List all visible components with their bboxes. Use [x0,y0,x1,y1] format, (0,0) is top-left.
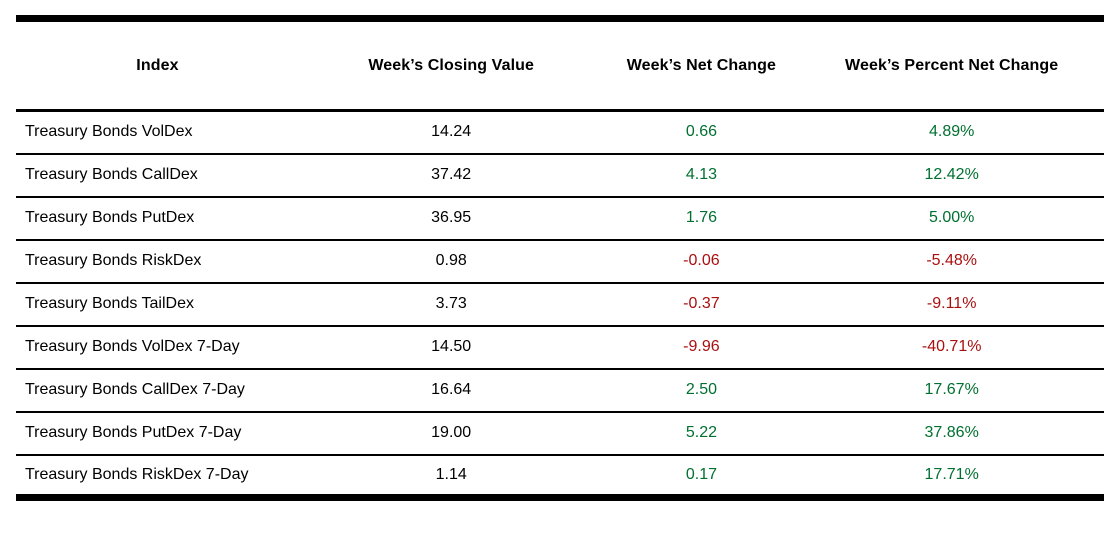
table-row: Treasury Bonds CallDex 7-Day 16.64 2.50 17.… [16,369,1104,412]
column-header-index: Index [136,56,179,74]
closing-value-cell: 37.42 [431,166,472,183]
table-row: Treasury Bonds VolDex 7-Day 14.50 -9.96 -40… [16,326,1104,369]
table-row: Treasury Bonds PutDex 36.95 1.76 5.00% [16,197,1104,240]
index-summary-table: Index Week’s Closing Value Week’s Net Ch… [16,15,1104,501]
closing-value-cell: 0.98 [435,252,467,269]
closing-value-cell: 19.00 [431,424,472,441]
percent-net-change-cell: 37.86% [924,424,979,441]
table-body: Treasury Bonds VolDex 14.24 0.66 4.89% Treas… [16,111,1104,498]
closing-value-cell: 14.24 [431,123,472,141]
net-change-cell: 2.50 [685,381,717,398]
table-row: Treasury Bonds CallDex 37.42 4.13 12.42% [16,154,1104,197]
table-row: Treasury Bonds RiskDex 0.98 -0.06 -5.48% [16,240,1104,283]
percent-net-change-cell: -40.71% [921,338,982,355]
table-row: Treasury Bonds VolDex 14.24 0.66 4.89% [16,111,1104,154]
closing-value-cell: 14.50 [431,338,472,355]
percent-net-change-cell: -9.11% [926,295,977,312]
column-header-net-change: Week’s Net Change [626,56,777,74]
closing-value-cell: 3.73 [435,295,467,312]
index-name-cell: Treasury Bonds PutDex 7-Day [25,424,242,441]
net-change-cell: 5.22 [685,424,717,441]
percent-net-change-cell: 5.00% [928,209,975,226]
net-change-cell: -0.06 [683,252,720,269]
index-name-cell: Treasury Bonds CallDex 7-Day [25,381,245,398]
net-change-cell: -0.37 [683,295,720,312]
net-change-cell: -9.96 [683,338,720,355]
closing-value-cell: 1.14 [435,465,467,483]
percent-net-change-cell: 4.89% [928,123,975,141]
net-change-cell: 0.17 [685,465,717,483]
closing-value-cell: 16.64 [431,381,472,398]
index-name-cell: Treasury Bonds CallDex [25,166,198,183]
net-change-cell: 4.13 [685,166,717,183]
percent-net-change-cell: -5.48% [926,252,978,269]
table-header: Index Week’s Closing Value Week’s Net Ch… [16,19,1104,111]
column-header-percent-net-change: Week’s Percent Net Change [845,56,1059,74]
index-name-cell: Treasury Bonds VolDex 7-Day [25,338,240,355]
index-name-cell: Treasury Bonds PutDex [25,209,195,226]
header-row: Index Week’s Closing Value Week’s Net Ch… [16,19,1104,111]
net-change-cell: 1.76 [685,209,717,226]
index-name-cell: Treasury Bonds TailDex [25,295,194,312]
percent-net-change-cell: 12.42% [924,166,979,183]
net-change-cell: 0.66 [685,123,717,141]
table-row: Treasury Bonds PutDex 7-Day 19.00 5.22 37.8… [16,412,1104,455]
percent-net-change-cell: 17.67% [924,381,979,398]
index-name-cell: Treasury Bonds RiskDex 7-Day [25,465,249,483]
table-row: Treasury Bonds TailDex 3.73 -0.37 -9.11% [16,283,1104,326]
table-row: Treasury Bonds RiskDex 7-Day 1.14 0.17 17.7… [16,455,1104,498]
closing-value-cell: 36.95 [431,209,472,226]
index-table-container: Index Week’s Closing Value Week’s Net Ch… [16,15,1104,501]
index-name-cell: Treasury Bonds RiskDex [25,252,202,269]
column-header-closing-value: Week’s Closing Value [368,56,534,74]
index-name-cell: Treasury Bonds VolDex [25,123,193,141]
percent-net-change-cell: 17.71% [924,465,979,483]
